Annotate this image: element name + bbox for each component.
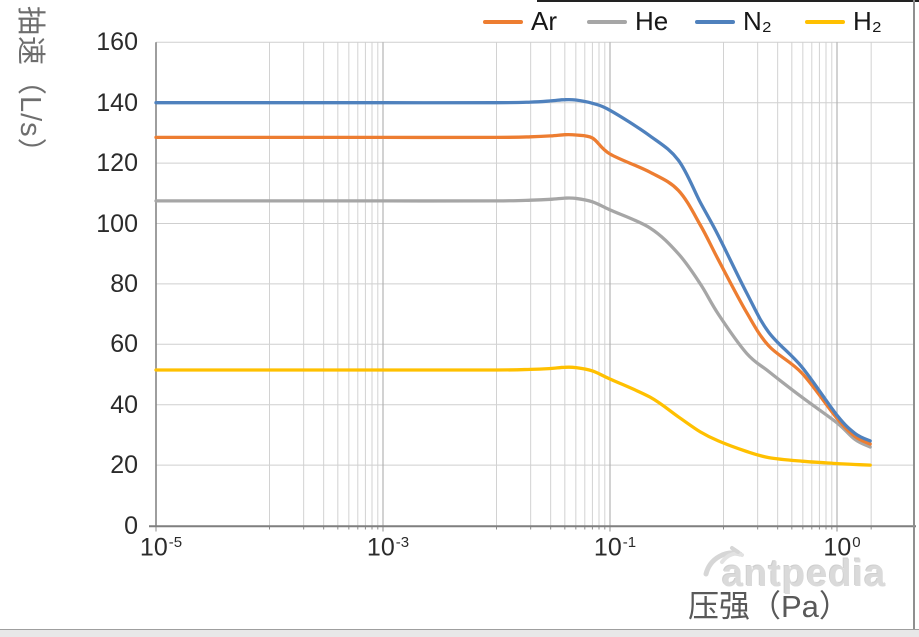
y-tick-label: 20 bbox=[110, 451, 138, 480]
y-tick-label: 120 bbox=[96, 149, 138, 178]
y-tick-label: 40 bbox=[110, 390, 138, 419]
y-tick-label: 60 bbox=[110, 330, 138, 359]
watermark-logo-icon bbox=[703, 546, 744, 577]
x-tick-label: 10-1 bbox=[593, 533, 637, 562]
series-line-He bbox=[154, 196, 872, 449]
window-right-edge bbox=[913, 0, 915, 629]
legend-swatch-icon bbox=[805, 20, 845, 24]
y-tick-label: 160 bbox=[96, 28, 138, 57]
x-tick-label: 10-5 bbox=[139, 533, 183, 562]
legend-label: He bbox=[635, 6, 669, 36]
legend-swatch-icon bbox=[483, 20, 523, 24]
watermark-text: antpedia bbox=[722, 553, 887, 595]
legend-label: N₂ bbox=[743, 6, 772, 36]
legend-label: Ar bbox=[531, 6, 557, 36]
x-tick-label: 100 bbox=[823, 533, 861, 562]
y-tick-label: 0 bbox=[124, 511, 138, 540]
series-line-H₂ bbox=[154, 365, 872, 467]
y-tick-label: 140 bbox=[96, 88, 138, 117]
x-tick-label: 10-3 bbox=[366, 533, 410, 562]
x-axis-title: 压强（Pa） bbox=[688, 589, 850, 624]
legend-swatch-icon bbox=[695, 20, 735, 24]
watermark: antpedia bbox=[692, 540, 885, 595]
y-tick-label: 80 bbox=[110, 269, 138, 298]
window-top-edge bbox=[537, 0, 919, 2]
legend: Ar He N₂ H₂ bbox=[0, 0, 919, 40]
legend-label: H₂ bbox=[853, 6, 882, 36]
y-axis-title: 抽速（L/s） bbox=[14, 6, 46, 168]
y-tick-label: 100 bbox=[96, 209, 138, 238]
legend-swatch-icon bbox=[587, 20, 627, 24]
window-bottom-bar bbox=[0, 629, 919, 637]
series-line-N₂ bbox=[154, 97, 872, 443]
series-line-Ar bbox=[154, 132, 872, 446]
